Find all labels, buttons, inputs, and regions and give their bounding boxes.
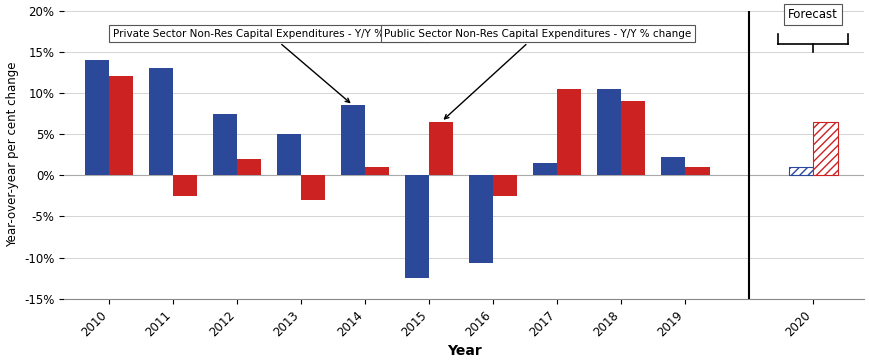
Bar [788, 167, 813, 175]
Bar [149, 68, 173, 175]
Bar [596, 89, 620, 175]
Text: Public Sector Non-Res Capital Expenditures - Y/Y % change: Public Sector Non-Res Capital Expenditur… [384, 29, 691, 119]
Bar [468, 175, 493, 264]
Bar [276, 134, 301, 175]
Bar [532, 163, 556, 175]
Y-axis label: Year-over-year per cent change: Year-over-year per cent change [5, 62, 18, 248]
Bar [365, 167, 389, 175]
Bar [341, 105, 365, 175]
Bar [660, 157, 685, 175]
Bar [813, 122, 837, 175]
Bar [301, 175, 325, 200]
Bar [428, 122, 453, 175]
Bar [84, 60, 109, 175]
Bar [404, 175, 428, 278]
Bar [109, 76, 133, 175]
X-axis label: Year: Year [447, 344, 481, 359]
Bar [236, 159, 261, 175]
Text: Forecast: Forecast [787, 8, 837, 21]
Bar [685, 167, 709, 175]
Bar [213, 114, 236, 175]
Text: Private Sector Non-Res Capital Expenditures - Y/Y % change: Private Sector Non-Res Capital Expenditu… [113, 29, 425, 103]
Bar [493, 175, 517, 196]
Bar [173, 175, 197, 196]
Bar [556, 89, 580, 175]
Bar [620, 101, 645, 175]
